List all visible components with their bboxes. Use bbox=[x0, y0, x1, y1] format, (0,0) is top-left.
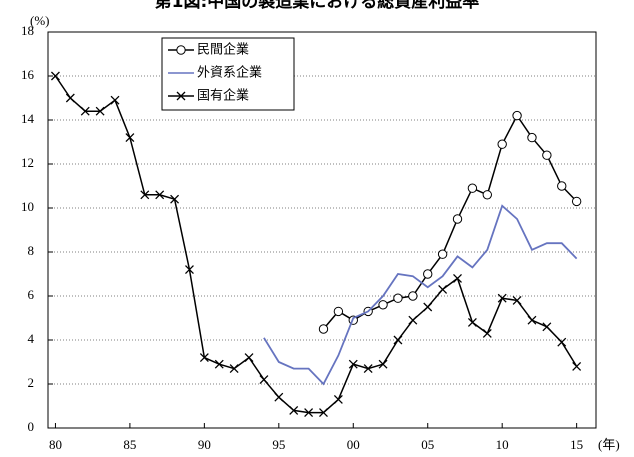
point bbox=[452, 214, 463, 224]
point bbox=[199, 353, 209, 363]
x-unit: (年) bbox=[598, 437, 620, 452]
point bbox=[80, 106, 90, 116]
plot-frame bbox=[47, 31, 597, 429]
x-tick-label: 85 bbox=[123, 437, 136, 452]
point bbox=[482, 190, 492, 200]
point bbox=[244, 353, 254, 363]
point bbox=[65, 93, 75, 103]
point bbox=[378, 300, 388, 310]
point bbox=[423, 302, 433, 312]
y-tick-label: 14 bbox=[21, 111, 35, 126]
point bbox=[572, 361, 582, 371]
point bbox=[408, 315, 418, 325]
point bbox=[527, 315, 537, 325]
point bbox=[170, 194, 180, 204]
point bbox=[467, 183, 478, 193]
point bbox=[50, 71, 60, 81]
legend-label: 国有企業 bbox=[197, 88, 249, 104]
point bbox=[140, 190, 150, 200]
x-tick-label: 15 bbox=[570, 437, 583, 452]
y-tick-label: 10 bbox=[21, 199, 34, 214]
point bbox=[512, 110, 522, 121]
x-tick-label: 80 bbox=[49, 437, 62, 452]
y-tick-label: 18 bbox=[21, 23, 34, 38]
point bbox=[438, 284, 448, 294]
x-tick-label: 95 bbox=[272, 437, 285, 452]
point bbox=[437, 249, 448, 259]
point bbox=[497, 139, 507, 149]
x-tick-label: 10 bbox=[496, 437, 509, 452]
point bbox=[289, 405, 299, 415]
point bbox=[304, 408, 314, 418]
point bbox=[274, 392, 284, 402]
point bbox=[453, 273, 462, 283]
point bbox=[363, 364, 373, 374]
point bbox=[319, 408, 328, 418]
y-tick-label: 8 bbox=[28, 243, 35, 258]
point bbox=[527, 132, 537, 143]
y-unit: (%) bbox=[30, 13, 50, 28]
point bbox=[542, 322, 552, 332]
point bbox=[259, 375, 269, 385]
y-tick-label: 4 bbox=[28, 331, 35, 346]
point bbox=[497, 293, 507, 303]
point bbox=[467, 317, 477, 327]
y-tick-label: 16 bbox=[21, 67, 35, 82]
point bbox=[408, 291, 418, 301]
point bbox=[333, 394, 343, 404]
point bbox=[95, 106, 105, 116]
point bbox=[229, 364, 239, 374]
point bbox=[512, 295, 522, 305]
point bbox=[348, 359, 358, 369]
series-line bbox=[322, 114, 578, 330]
chart-title: 第1図:中国の製造業における総資産利益率 bbox=[155, 0, 480, 12]
y-tick-label: 0 bbox=[28, 419, 35, 434]
point bbox=[557, 181, 567, 191]
point bbox=[214, 359, 224, 369]
point bbox=[378, 359, 388, 369]
point bbox=[155, 190, 165, 200]
point bbox=[185, 265, 194, 275]
x-tick-label: 00 bbox=[347, 437, 360, 452]
series-line bbox=[263, 204, 578, 386]
series-line bbox=[54, 75, 578, 414]
x-tick-label: 05 bbox=[421, 437, 434, 452]
point bbox=[125, 133, 135, 143]
point bbox=[393, 335, 403, 345]
point bbox=[423, 269, 433, 279]
legend-label: 外資系企業 bbox=[197, 65, 262, 81]
point bbox=[393, 293, 403, 303]
y-tick-label: 12 bbox=[21, 155, 34, 170]
point bbox=[557, 337, 567, 347]
point bbox=[110, 95, 120, 105]
point bbox=[333, 306, 344, 317]
legend-marker bbox=[176, 45, 186, 55]
point bbox=[542, 150, 552, 160]
legend-marker bbox=[176, 91, 186, 101]
point bbox=[318, 324, 329, 334]
y-tick-label: 2 bbox=[28, 375, 35, 390]
legend-label: 民間企業 bbox=[197, 42, 249, 58]
x-tick-label: 90 bbox=[198, 437, 211, 452]
point bbox=[571, 196, 582, 207]
point bbox=[482, 328, 492, 338]
y-tick-label: 6 bbox=[28, 287, 35, 302]
